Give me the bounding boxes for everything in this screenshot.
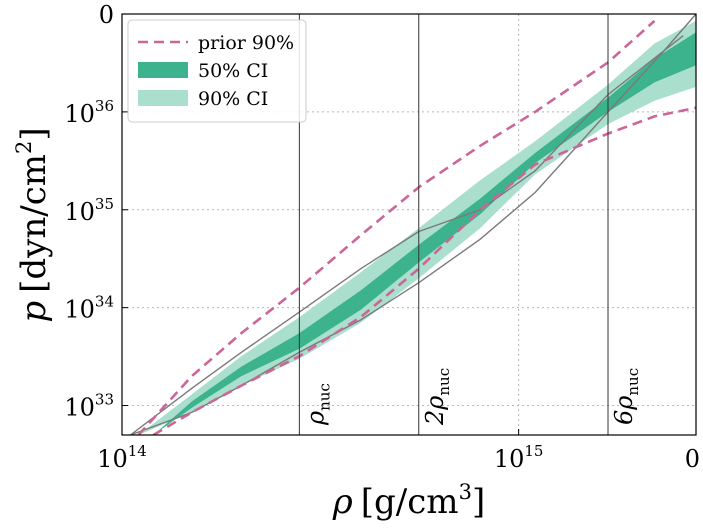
y-tick-base: 10 <box>64 100 95 128</box>
legend-label-2: 50% CI <box>198 60 268 82</box>
y-axis-unit-close: ] <box>14 127 54 140</box>
y-tick-label: 1034 <box>64 293 114 324</box>
density-marker-label-2: 2ρnuc <box>421 368 453 426</box>
density-marker-symbol: 2ρ <box>421 396 449 426</box>
sample-curve-1 <box>129 35 684 435</box>
x-tick-exponent: 15 <box>524 442 543 460</box>
y-tick-exponent: 34 <box>95 293 114 311</box>
plot-frame <box>121 13 697 436</box>
y-axis-symbol: p <box>14 301 54 323</box>
y-axis-unit: [dyn/cm <box>14 154 54 293</box>
x-tick-base: 10 <box>97 445 128 473</box>
x-tick-label: 0 <box>685 445 700 473</box>
density-marker-subscript: nuc <box>435 368 453 396</box>
y-tick-exponent: 33 <box>95 391 114 409</box>
x-axis-label: ρ [g/cm3] <box>332 480 485 522</box>
legend-swatch-50ci <box>138 62 188 78</box>
x-tick-label: 1014 <box>97 442 147 473</box>
density-marker-label-3: 6ρnuc <box>610 368 642 425</box>
x-tick-base: 0 <box>685 445 700 473</box>
band-90-ci <box>138 20 696 435</box>
y-tick-base: 10 <box>64 198 95 226</box>
y-tick-base: 10 <box>64 296 95 324</box>
y-tick-exponent: 36 <box>95 97 114 115</box>
density-marker-label-1: ρnuc <box>301 383 333 426</box>
y-tick-base: 10 <box>64 394 95 422</box>
x-axis-symbol: ρ <box>332 482 353 522</box>
x-axis-unit-exp: 3 <box>459 480 472 504</box>
y-axis-unit-exp: 2 <box>12 141 36 154</box>
y-tick-label: 1036 <box>64 97 114 128</box>
x-tick-base: 10 <box>494 445 525 473</box>
y-tick-exponent: 35 <box>95 195 114 213</box>
prior-bounds <box>137 19 696 435</box>
y-tick-label: 1035 <box>64 195 114 226</box>
prior-lower-bound <box>152 106 696 435</box>
prior-upper-bound <box>137 19 656 435</box>
y-tick-base: 0 <box>99 1 114 29</box>
density-marker-symbol: 6ρ <box>610 396 638 425</box>
density-marker-symbol: ρ <box>301 411 329 426</box>
ci-bands <box>138 20 696 435</box>
band-50-ci <box>153 32 696 435</box>
legend: prior 90% 50% CI 90% CI <box>127 19 307 123</box>
density-marker-subscript: nuc <box>315 383 333 411</box>
legend-swatch-90ci <box>138 90 188 106</box>
x-tick-label: 1015 <box>494 442 544 473</box>
y-tick-label: 1033 <box>64 391 114 422</box>
x-tick-exponent: 14 <box>128 442 147 460</box>
y-tick-label: 0 <box>99 1 114 29</box>
x-axis-unit-close: ] <box>472 482 485 522</box>
legend-label-3: 90% CI <box>198 88 268 110</box>
density-marker-subscript: nuc <box>624 368 642 396</box>
x-axis-unit: [g/cm <box>361 482 459 522</box>
legend-label-1: prior 90% <box>198 32 294 54</box>
y-axis-label: p [dyn/cm2] <box>12 127 54 322</box>
